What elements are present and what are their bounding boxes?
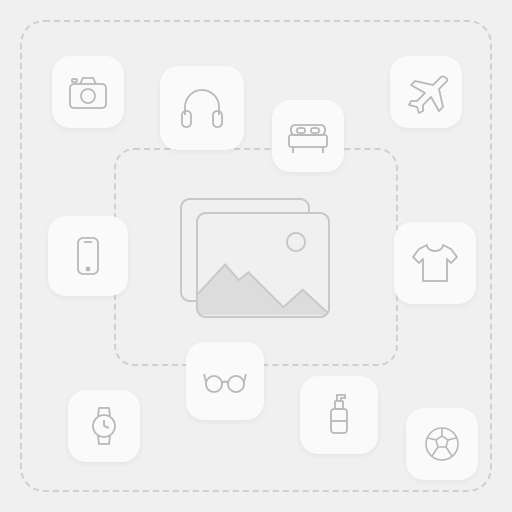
spray-bottle-icon bbox=[315, 391, 363, 439]
smartphone-tile[interactable] bbox=[48, 216, 128, 296]
watch-tile[interactable] bbox=[68, 390, 140, 462]
tshirt-icon bbox=[409, 237, 461, 289]
spray-bottle-tile[interactable] bbox=[300, 376, 378, 454]
watch-icon bbox=[82, 404, 126, 448]
image-placeholder-icon bbox=[180, 198, 330, 318]
airplane-tile[interactable] bbox=[390, 56, 462, 128]
tshirt-tile[interactable] bbox=[394, 222, 476, 304]
bed-tile[interactable] bbox=[272, 100, 344, 172]
glasses-tile[interactable] bbox=[186, 342, 264, 420]
airplane-icon bbox=[403, 69, 449, 115]
glasses-icon bbox=[200, 356, 250, 406]
smartphone-icon bbox=[64, 232, 112, 280]
soccer-ball-icon bbox=[420, 422, 464, 466]
camera-tile[interactable] bbox=[52, 56, 124, 128]
bed-icon bbox=[285, 113, 331, 159]
headphones-tile[interactable] bbox=[160, 66, 244, 150]
camera-icon bbox=[66, 70, 110, 114]
soccer-ball-tile[interactable] bbox=[406, 408, 478, 480]
headphones-icon bbox=[175, 81, 229, 135]
